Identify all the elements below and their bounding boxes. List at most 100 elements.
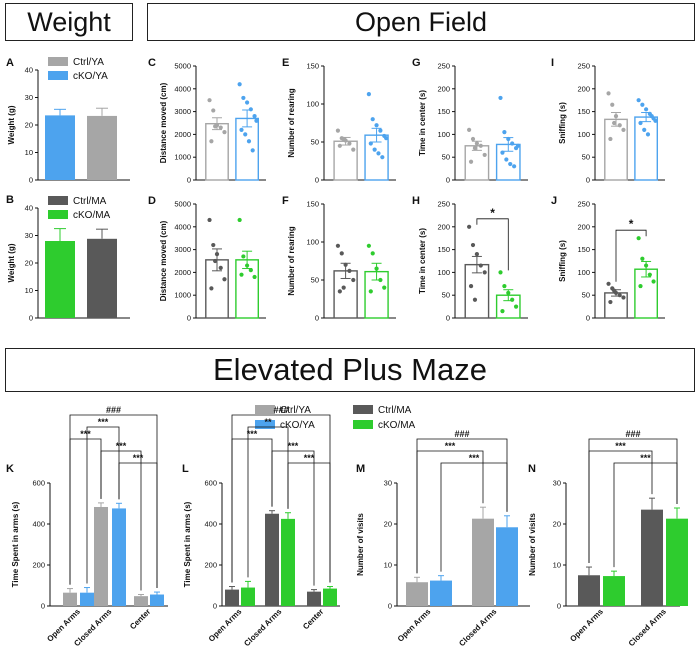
y-tick-label: 30: [384, 479, 392, 488]
data-point: [470, 242, 476, 248]
data-point: [209, 139, 214, 144]
y-tick-label: 40: [25, 204, 33, 213]
data-point: [617, 123, 622, 128]
data-point: [647, 272, 652, 277]
y-axis-label: Weight (g): [7, 243, 16, 282]
data-point: [239, 272, 244, 277]
data-point: [500, 150, 505, 155]
panel-i: 0 50 100 150 200 250 Sniffing (s): [558, 62, 665, 185]
bar: [333, 140, 358, 181]
panel-d: 0 1000 2000 3000 4000 5000 Distance moved (cm): [159, 200, 266, 323]
panel-c: 0 1000 2000 3000 4000 5000 Distance moved (cm): [159, 62, 266, 185]
data-point: [612, 288, 617, 293]
data-point: [482, 152, 487, 158]
category-label: Open Arms: [207, 607, 244, 644]
data-point: [498, 95, 503, 101]
significance-label: ***: [304, 453, 315, 463]
y-tick-label: 30: [553, 479, 561, 488]
bar: [80, 592, 94, 606]
panel-letter-i: I: [551, 57, 554, 69]
legend-swatch: [48, 71, 68, 80]
y-axis-label: Weight (g): [7, 105, 16, 144]
data-point: [510, 297, 515, 302]
y-tick-label: 2000: [174, 268, 191, 277]
legend-label: cKO/YA: [73, 71, 108, 82]
panel-l: 0 200 400 600 Time Spent in arms (s) Open Arm…: [183, 405, 340, 648]
category-label: Center: [128, 607, 152, 631]
y-tick-label: 100: [577, 268, 590, 277]
panel-letter-k: K: [6, 463, 14, 475]
data-point: [515, 143, 521, 148]
panel-g: 0 50 100 150 200 250 Time in center (s): [418, 62, 528, 185]
bar: [323, 588, 337, 606]
y-tick-label: 150: [306, 200, 319, 209]
data-point: [378, 277, 383, 283]
data-point: [337, 289, 342, 294]
data-point: [245, 263, 250, 268]
legend-swatch: [353, 420, 373, 429]
significance-bracket: [271, 450, 315, 586]
significance-label: ###: [106, 405, 121, 415]
data-point: [608, 136, 613, 142]
y-tick-label: 0: [41, 602, 45, 611]
data-point: [608, 299, 613, 305]
y-tick-label: 0: [213, 602, 217, 611]
panel-m: 0 10 20 30 Number of visits Open Arms Closed A…: [356, 429, 530, 648]
bar: [87, 115, 117, 180]
data-point: [368, 141, 373, 146]
bar: [112, 508, 126, 606]
significance-label: ***: [640, 453, 651, 463]
data-point: [343, 262, 348, 267]
data-point: [502, 283, 507, 289]
y-tick-label: 50: [582, 291, 590, 300]
panel-letter-g: G: [412, 57, 421, 69]
data-point: [649, 114, 654, 119]
y-tick-label: 200: [32, 561, 45, 570]
y-tick-label: 200: [437, 222, 450, 231]
y-axis-label: Number of visits: [528, 513, 537, 576]
y-axis-label: Number of visits: [356, 513, 365, 576]
y-tick-label: 600: [32, 479, 45, 488]
data-point: [638, 283, 643, 289]
panel-h: 0 50 100 150 200 250 Time in center (s) *: [418, 200, 528, 323]
significance-label: ###: [625, 429, 640, 439]
bar: [281, 518, 295, 606]
significance-label: ***: [116, 441, 127, 451]
y-tick-label: 0: [29, 314, 33, 323]
bar: [464, 145, 490, 181]
legend-ya: Ctrl/YA cKO/YA: [48, 57, 108, 82]
data-point: [347, 141, 352, 146]
data-point: [638, 120, 643, 126]
data-point: [380, 155, 385, 160]
data-point: [207, 98, 212, 103]
y-tick-label: 150: [306, 62, 319, 71]
section-title-elevated-plus-maze: Elevated Plus Maze: [5, 348, 695, 392]
significance-bracket: [476, 218, 509, 271]
legend-label: cKO/MA: [73, 210, 111, 221]
y-tick-label: 200: [204, 561, 217, 570]
y-tick-label: 20: [384, 520, 392, 529]
data-point: [241, 254, 246, 259]
significance-label: ***: [615, 441, 626, 451]
legend-swatch: [48, 210, 68, 219]
data-point: [366, 243, 371, 248]
data-point: [209, 286, 214, 291]
panel-e: 0 50 100 150 Number of rearing: [287, 62, 396, 185]
bar: [265, 513, 279, 606]
data-point: [640, 102, 645, 107]
significance-bracket: [416, 438, 508, 574]
bar: [634, 116, 659, 181]
y-tick-label: 0: [586, 314, 590, 323]
significance-label: ***: [133, 453, 144, 463]
data-point: [245, 100, 250, 105]
data-point: [243, 132, 248, 137]
y-tick-label: 0: [315, 314, 319, 323]
data-point: [504, 157, 509, 162]
y-tick-label: 100: [577, 130, 590, 139]
y-axis-label: Time in center (s): [418, 228, 427, 294]
y-tick-label: 40: [25, 66, 33, 75]
data-point: [335, 128, 341, 133]
bar: [63, 592, 77, 606]
y-tick-label: 0: [446, 314, 450, 323]
